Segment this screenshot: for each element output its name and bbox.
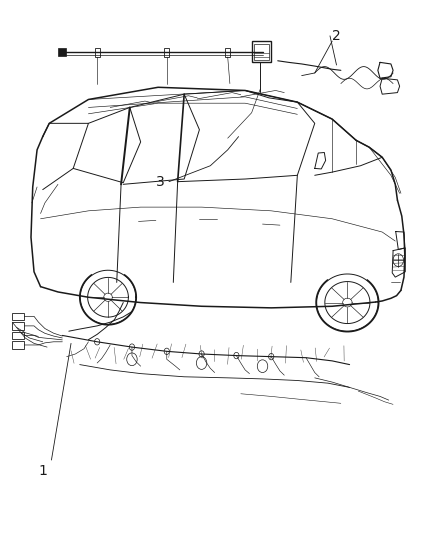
Bar	[252, 41, 271, 62]
Bar	[164, 47, 170, 57]
Text: 3: 3	[156, 175, 165, 189]
Text: 1: 1	[38, 464, 47, 478]
Bar	[254, 44, 269, 60]
Text: 2: 2	[332, 29, 341, 43]
Bar	[12, 332, 25, 339]
Bar	[12, 322, 25, 329]
Bar	[225, 47, 230, 57]
Bar	[12, 313, 25, 320]
Bar	[12, 341, 25, 349]
Bar	[95, 47, 100, 57]
Bar	[58, 48, 66, 56]
